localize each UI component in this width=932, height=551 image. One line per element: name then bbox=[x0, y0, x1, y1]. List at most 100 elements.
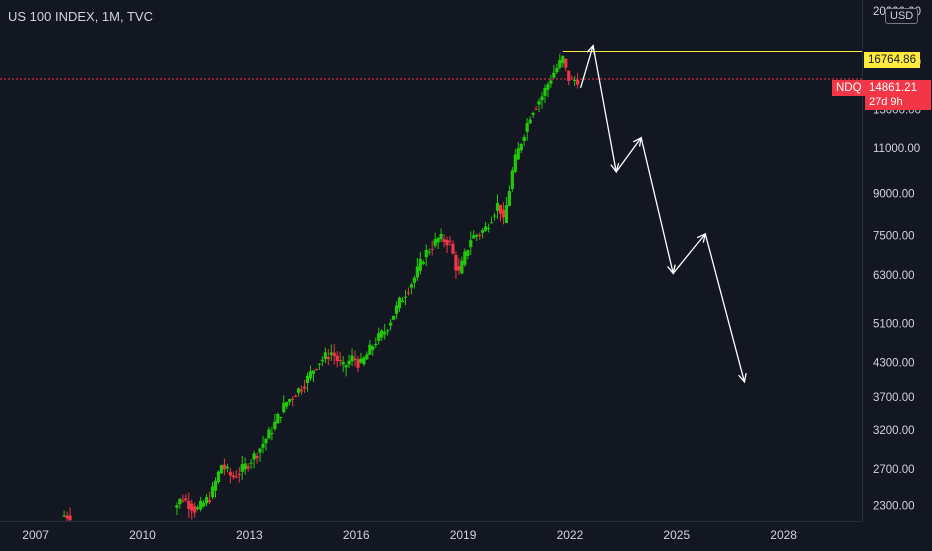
candle-body bbox=[380, 330, 384, 338]
candle-body bbox=[288, 399, 292, 402]
candle-body bbox=[567, 70, 571, 81]
candle-body bbox=[362, 357, 366, 365]
candle-body bbox=[368, 344, 372, 355]
candle-body bbox=[249, 462, 253, 464]
candles-layer bbox=[62, 53, 580, 521]
resistance-price-tag: 16764.86 bbox=[864, 52, 920, 68]
candle-body bbox=[469, 240, 473, 248]
price-tick-label: 5100.00 bbox=[873, 319, 915, 331]
candle-body bbox=[460, 260, 464, 274]
candle-body bbox=[213, 480, 218, 491]
candle-body bbox=[353, 358, 357, 360]
candle-body bbox=[525, 122, 529, 132]
candle-body bbox=[472, 235, 476, 239]
projection-segment bbox=[579, 45, 594, 89]
candle-body bbox=[199, 500, 203, 510]
price-tick-label: 7500.00 bbox=[873, 230, 915, 242]
candle-body bbox=[397, 297, 402, 309]
candle-body bbox=[294, 395, 298, 397]
candle-body bbox=[255, 455, 259, 459]
price-tick-label: 4300.00 bbox=[873, 358, 915, 370]
candle-body bbox=[302, 386, 307, 389]
candle-body bbox=[528, 119, 532, 124]
candle-body bbox=[540, 96, 544, 101]
candle-body bbox=[219, 465, 224, 474]
candle-body bbox=[240, 464, 244, 472]
candle-body bbox=[356, 359, 360, 368]
candle-body bbox=[561, 56, 565, 64]
candle-body bbox=[359, 358, 363, 363]
price-tick-label: 11000.00 bbox=[873, 143, 920, 155]
candle-body bbox=[291, 398, 295, 400]
candle-body bbox=[421, 261, 425, 264]
candle-body bbox=[258, 448, 262, 453]
candle-body bbox=[445, 239, 449, 246]
candle-body bbox=[564, 58, 568, 68]
time-tick-label: 2028 bbox=[770, 528, 797, 542]
candle-body bbox=[246, 466, 250, 469]
candle-body bbox=[374, 343, 378, 346]
candle-body bbox=[332, 352, 336, 357]
time-tick-label: 2019 bbox=[450, 528, 477, 542]
candle-body bbox=[267, 429, 271, 439]
candle-body bbox=[178, 498, 182, 505]
candle-body bbox=[522, 136, 526, 142]
candle-body bbox=[190, 503, 194, 511]
candle-body bbox=[424, 249, 428, 258]
candle-body bbox=[225, 466, 229, 469]
candle-body bbox=[386, 330, 390, 332]
candle-body bbox=[184, 498, 188, 501]
candle-body bbox=[427, 251, 431, 253]
candle-body bbox=[237, 474, 241, 476]
candle-body bbox=[207, 500, 212, 502]
candle-body bbox=[338, 360, 342, 362]
candle-body bbox=[498, 204, 503, 214]
candle-body bbox=[365, 354, 369, 360]
price-tick-label: 2700.00 bbox=[873, 464, 915, 476]
candle-body bbox=[282, 402, 286, 413]
candle-body bbox=[317, 363, 321, 365]
candle-body bbox=[481, 230, 485, 233]
candle-body bbox=[181, 500, 185, 502]
candle-body bbox=[252, 453, 256, 460]
time-tick-label: 2025 bbox=[663, 528, 690, 542]
currency-button[interactable]: USD bbox=[885, 8, 919, 24]
candle-body bbox=[222, 464, 227, 470]
candle-body bbox=[558, 60, 562, 68]
candle-body bbox=[261, 443, 265, 448]
candle-body bbox=[486, 228, 491, 230]
time-axis-labels: 2007 2010 2013 2016 2019 2022 2025 2028 bbox=[22, 528, 797, 542]
candle-body bbox=[314, 369, 319, 371]
candle-body bbox=[492, 215, 497, 217]
candle-body bbox=[513, 154, 517, 172]
candle-body bbox=[270, 432, 274, 434]
projection-segment bbox=[704, 233, 746, 383]
time-axis[interactable] bbox=[0, 521, 862, 551]
candle-body bbox=[394, 305, 399, 314]
candle-body bbox=[299, 389, 304, 392]
candle-body bbox=[273, 421, 277, 429]
chart-title: US 100 INDEX, 1M, TVC bbox=[8, 9, 153, 24]
last-price-value: 14861.21 bbox=[869, 82, 917, 94]
price-tick-label: 3200.00 bbox=[873, 425, 915, 437]
candle-body bbox=[546, 84, 550, 90]
candle-body bbox=[555, 67, 559, 73]
price-tick-label: 2300.00 bbox=[873, 501, 915, 513]
time-tick-label: 2007 bbox=[22, 528, 49, 542]
time-tick-label: 2013 bbox=[236, 528, 263, 542]
candle-body bbox=[204, 497, 209, 504]
last-price-tag: 14861.21 27d 9h bbox=[865, 80, 931, 110]
projection-segment bbox=[672, 233, 706, 274]
candle-body bbox=[489, 222, 494, 224]
candle-body bbox=[276, 413, 280, 424]
candle-body bbox=[68, 515, 72, 521]
price-axis[interactable] bbox=[862, 0, 932, 521]
candle-body bbox=[175, 505, 179, 508]
candle-body bbox=[228, 471, 232, 476]
symbol-tag: NDQ bbox=[832, 80, 866, 96]
candle-body bbox=[389, 322, 393, 326]
candle-body bbox=[234, 476, 238, 478]
candle-body bbox=[549, 80, 553, 84]
projection-segment bbox=[640, 137, 674, 274]
